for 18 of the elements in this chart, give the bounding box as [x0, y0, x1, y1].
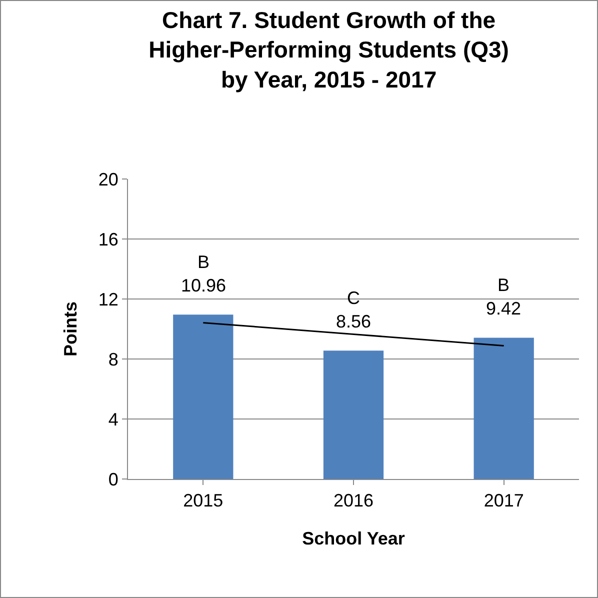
- x-tick-label: 2016: [333, 490, 374, 511]
- x-axis-title: School Year: [302, 528, 405, 549]
- x-tick-label: 2017: [484, 490, 524, 511]
- bar: [474, 338, 534, 479]
- y-tick-label: 12: [98, 289, 118, 310]
- bar: [173, 314, 234, 479]
- y-tick-label: 20: [98, 169, 118, 190]
- data-label: B 9.42: [486, 275, 522, 318]
- y-tick-label: 8: [108, 349, 118, 370]
- y-tick-label: 16: [98, 229, 118, 250]
- data-label: C 8.56: [336, 288, 372, 332]
- y-tick-label: 4: [108, 409, 118, 430]
- y-axis-title: Points: [60, 301, 81, 357]
- chart-title: Chart 7. Student Growth of the Higher-Performing Students (Q3) by Year, 2015 - 2017: [148, 6, 509, 93]
- bar: [323, 350, 384, 479]
- y-tick-label: 0: [108, 469, 118, 490]
- data-label: B 10.96: [181, 252, 226, 296]
- x-tick-label: 2015: [183, 490, 224, 511]
